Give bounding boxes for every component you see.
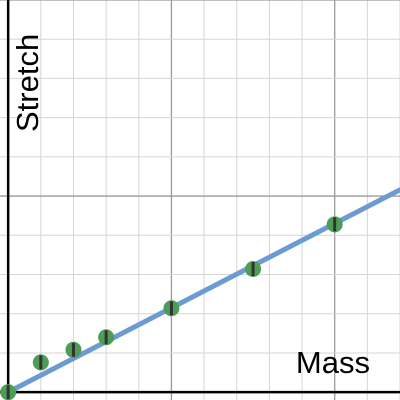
y-axis-label: Stretch: [10, 34, 45, 132]
x-axis-label: Mass: [296, 345, 370, 380]
data-points: [0, 216, 343, 400]
